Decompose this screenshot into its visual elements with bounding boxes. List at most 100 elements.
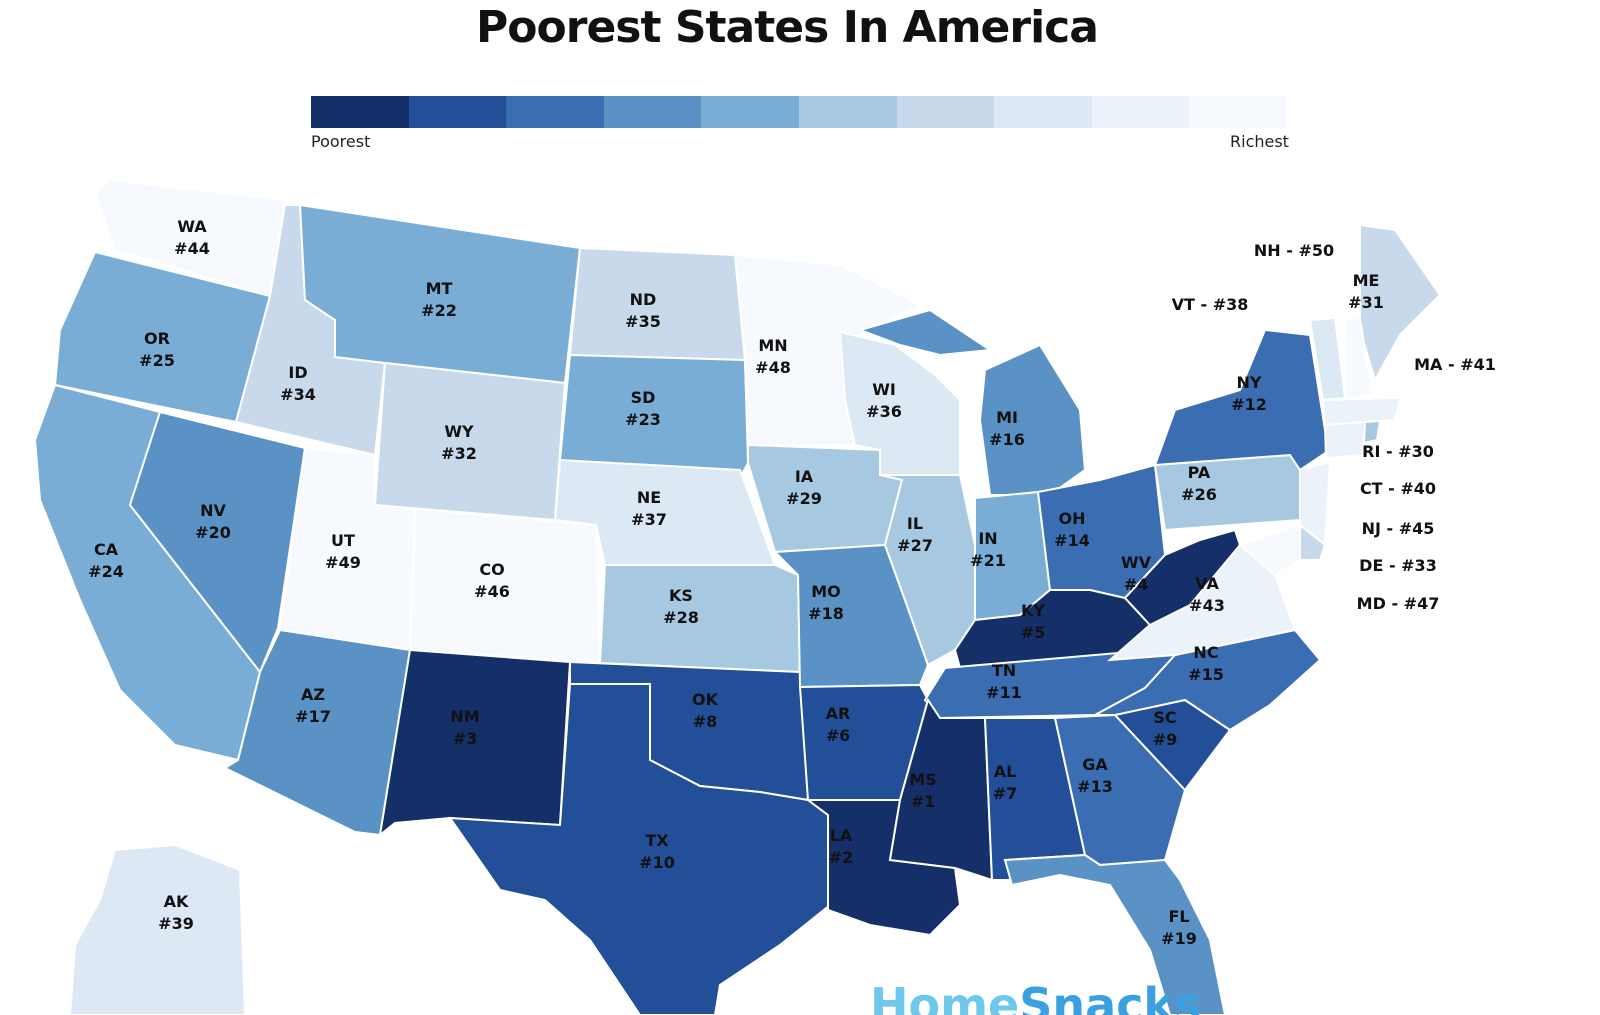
state-rank-la: #2 — [829, 848, 854, 867]
state-label-ut: UT — [331, 531, 355, 550]
state-rank-nm: #3 — [453, 729, 478, 748]
state-ak — [68, 843, 247, 1015]
state-rank-ne: #37 — [631, 510, 667, 529]
state-sd — [558, 353, 750, 480]
legend-swatch-5 — [701, 96, 799, 128]
state-rank-ky: #5 — [1021, 623, 1046, 642]
state-rank-ia: #29 — [786, 489, 822, 508]
callout-label-de: DE - #33 — [1359, 556, 1437, 575]
state-rank-ms: #1 — [911, 792, 936, 811]
state-rank-ak: #39 — [158, 914, 194, 933]
legend-swatch-4 — [603, 96, 702, 128]
state-label-mo: MO — [811, 582, 841, 601]
state-label-id: ID — [288, 363, 307, 382]
state-nh — [1344, 317, 1374, 400]
legend-swatch-10 — [1189, 96, 1287, 128]
state-label-ia: IA — [795, 467, 814, 486]
state-rank-nd: #35 — [625, 312, 661, 331]
state-rank-ar: #6 — [826, 726, 851, 745]
state-ct — [1323, 420, 1367, 460]
state-rank-me: #31 — [1348, 293, 1384, 312]
state-rank-sd: #23 — [625, 410, 661, 429]
state-rank-al: #7 — [993, 784, 1018, 803]
state-or — [53, 250, 272, 424]
state-label-wi: WI — [872, 380, 896, 399]
state-rank-tx: #10 — [639, 853, 675, 872]
state-label-va: VA — [1195, 574, 1219, 593]
state-rank-az: #17 — [295, 707, 331, 726]
state-label-mt: MT — [426, 279, 453, 298]
state-md — [1238, 523, 1301, 577]
state-label-nm: NM — [450, 707, 479, 726]
state-label-ky: KY — [1021, 601, 1045, 620]
state-label-ca: CA — [94, 540, 119, 559]
state-wy — [373, 361, 567, 522]
state-fl — [1003, 853, 1227, 1015]
legend-swatch-1 — [311, 96, 409, 128]
state-rank-ok: #8 — [693, 712, 718, 731]
state-rank-mo: #18 — [808, 604, 844, 623]
state-label-az: AZ — [301, 685, 325, 704]
state-rank-wv: #4 — [1124, 575, 1149, 594]
state-label-al: AL — [994, 762, 1017, 781]
map-title: Poorest States In America — [476, 2, 1099, 53]
state-rank-nc: #15 — [1188, 665, 1224, 684]
state-label-fl: FL — [1168, 907, 1189, 926]
state-rank-wa: #44 — [174, 239, 210, 258]
legend-swatch-2 — [408, 96, 507, 128]
state-rank-oh: #14 — [1054, 531, 1090, 550]
state-ks — [598, 564, 802, 674]
state-mi — [856, 308, 1087, 496]
state-label-ok: OK — [692, 690, 719, 709]
legend-swatch-9 — [1091, 96, 1190, 128]
state-rank-ca: #24 — [88, 562, 124, 581]
state-rank-wi: #36 — [866, 402, 902, 421]
state-rank-wy: #32 — [441, 444, 477, 463]
state-il — [879, 474, 976, 667]
legend-high-label: Richest — [1230, 132, 1289, 151]
state-label-sc: SC — [1153, 708, 1176, 727]
state-label-mi: MI — [996, 408, 1018, 427]
state-rank-co: #46 — [474, 582, 510, 601]
state-rank-sc: #9 — [1153, 730, 1178, 749]
state-label-wa: WA — [177, 217, 207, 236]
callout-label-ri: RI - #30 — [1362, 442, 1434, 461]
state-ia — [747, 443, 904, 554]
state-rank-ut: #49 — [325, 553, 361, 572]
legend-low-label: Poorest — [311, 132, 371, 151]
state-label-oh: OH — [1059, 509, 1086, 528]
state-label-ks: KS — [669, 586, 693, 605]
homesnacks-logo: HomeSnacks — [870, 982, 1202, 1015]
color-legend — [311, 96, 1287, 128]
state-nv — [128, 410, 307, 674]
state-ma — [1321, 396, 1402, 427]
callout-label-md: MD - #47 — [1357, 594, 1440, 613]
state-rank-fl: #19 — [1161, 929, 1197, 948]
state-label-il: IL — [907, 514, 923, 533]
state-label-la: LA — [830, 826, 853, 845]
state-rank-tn: #11 — [986, 683, 1022, 702]
callout-label-ma: MA - #41 — [1414, 355, 1496, 374]
state-rank-va: #43 — [1189, 596, 1225, 615]
state-label-wy: WY — [444, 422, 474, 441]
state-label-wv: WV — [1121, 553, 1152, 572]
state-label-nd: ND — [630, 290, 657, 309]
state-rank-nv: #20 — [195, 523, 231, 542]
state-label-sd: SD — [631, 388, 656, 407]
callout-label-ct: CT - #40 — [1360, 479, 1436, 498]
state-rank-ga: #13 — [1077, 777, 1113, 796]
state-wa — [93, 178, 287, 298]
state-rank-mn: #48 — [755, 358, 791, 377]
state-label-or: OR — [144, 329, 170, 348]
state-label-ak: AK — [164, 892, 189, 911]
state-wv — [1123, 528, 1242, 627]
state-tx — [447, 683, 832, 1015]
state-nd — [568, 246, 747, 362]
state-rank-il: #27 — [897, 536, 933, 555]
state-rank-in: #21 — [970, 551, 1006, 570]
legend-swatch-8 — [994, 96, 1092, 128]
state-pa — [1153, 453, 1312, 532]
state-label-ne: NE — [637, 488, 661, 507]
state-label-tn: TN — [992, 661, 1016, 680]
state-label-nv: NV — [200, 501, 226, 520]
